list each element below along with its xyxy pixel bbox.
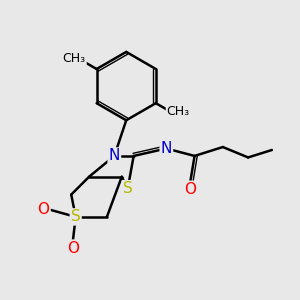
Text: S: S [123, 181, 133, 196]
Text: CH₃: CH₃ [63, 52, 86, 65]
Text: O: O [38, 202, 50, 217]
Text: N: N [109, 148, 120, 164]
Text: N: N [161, 141, 172, 156]
Text: O: O [184, 182, 196, 197]
Text: CH₃: CH₃ [167, 105, 190, 118]
Text: S: S [71, 209, 81, 224]
Text: O: O [67, 241, 79, 256]
